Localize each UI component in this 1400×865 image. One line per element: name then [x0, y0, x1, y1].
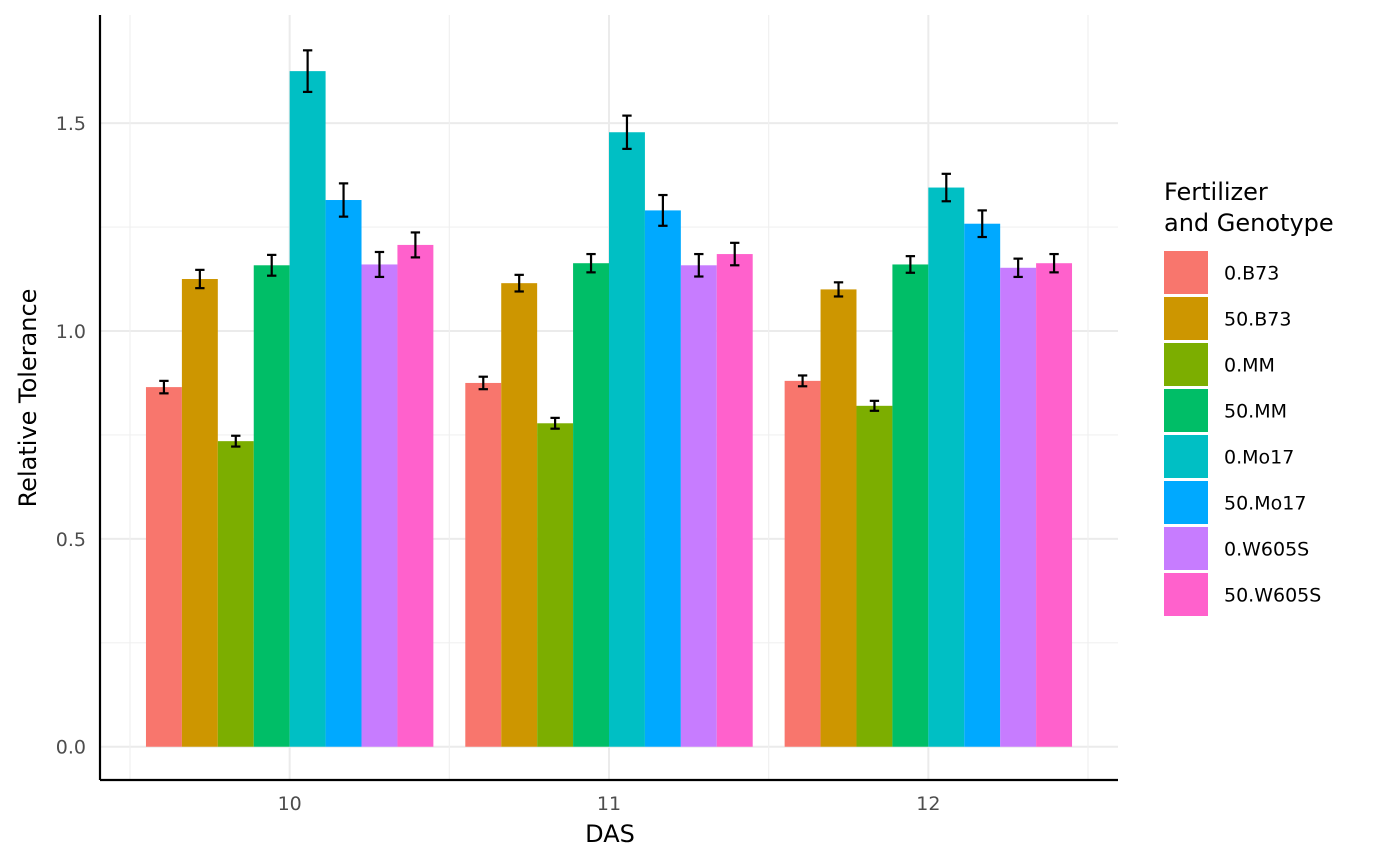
legend-label-50.MM: 50.MM	[1224, 401, 1287, 423]
legend-title-line-2: and Genotype	[1164, 209, 1334, 237]
bar-0.MM-12	[856, 405, 893, 747]
y-tick-label-0.5: 0.5	[56, 529, 86, 551]
bar-50.MM-11	[573, 263, 609, 747]
errorbar-50.B73-10	[195, 268, 205, 290]
legend-title-line-1: Fertilizer	[1164, 178, 1268, 206]
x-tick-label-12: 12	[916, 793, 940, 815]
legend-label-0.MM: 0.MM	[1224, 355, 1275, 377]
bar-50.Mo17-11	[644, 210, 681, 747]
errorbar-0.W605S-10	[374, 250, 385, 279]
x-tick-label-11: 11	[597, 793, 621, 815]
errorbar-0.MM-10	[231, 434, 241, 448]
bar-0.B73-12	[784, 380, 821, 747]
errorbar-50.MM-11	[586, 252, 596, 274]
errorbar-0.MM-12	[869, 399, 880, 412]
bar-50.B73-11	[501, 283, 538, 747]
bar-0.B73-10	[145, 387, 182, 747]
bar-0.W605S-10	[361, 264, 398, 747]
errorbar-50.W605S-10	[410, 231, 421, 259]
legend-item-0.W605S: 0.W605S	[1164, 527, 1309, 570]
errorbar-50.MM-10	[267, 253, 277, 277]
legend-swatch-50.B73	[1164, 297, 1208, 340]
legend-item-50.B73: 50.B73	[1164, 297, 1291, 340]
errorbar-0.B73-10	[159, 379, 169, 395]
errorbar-0.Mo17-12	[941, 172, 951, 203]
legend-label-50.Mo17: 50.Mo17	[1224, 493, 1306, 515]
errorbar-0.W605S-12	[1013, 257, 1023, 279]
errorbar-50.Mo17-10	[338, 182, 349, 218]
legend-swatch-50.Mo17	[1164, 481, 1208, 524]
legend-label-50.W605S: 50.W605S	[1224, 585, 1321, 607]
legend-label-0.Mo17: 0.Mo17	[1224, 447, 1294, 469]
bars	[145, 71, 1073, 747]
errorbar-0.MM-11	[550, 416, 560, 430]
bar-0.Mo17-10	[289, 71, 326, 747]
errorbar-0.B73-11	[478, 375, 488, 391]
bar-50.W605S-11	[716, 254, 753, 747]
errorbar-50.B73-12	[833, 281, 844, 298]
legend-item-50.MM: 50.MM	[1164, 389, 1287, 432]
legend-label-50.B73: 50.B73	[1224, 309, 1291, 331]
y-axis-title: Relative Tolerance	[14, 289, 42, 508]
legend-item-0.Mo17: 0.Mo17	[1164, 435, 1294, 478]
legend-item-50.Mo17: 50.Mo17	[1164, 481, 1306, 524]
error-bars	[159, 49, 1059, 448]
legend: Fertilizer and Genotype 0.B73 50.B73 0.MM 5…	[1164, 178, 1334, 616]
x-tick-label-10: 10	[278, 793, 302, 815]
errorbar-50.MM-12	[905, 255, 916, 274]
y-tick-label-1.5: 1.5	[56, 113, 86, 135]
legend-swatch-50.W605S	[1164, 573, 1208, 616]
bar-50.Mo17-12	[964, 223, 1001, 747]
bar-50.MM-10	[253, 265, 290, 747]
bar-0.MM-10	[217, 441, 254, 747]
errorbar-50.Mo17-12	[977, 209, 987, 239]
legend-swatch-0.B73	[1164, 251, 1208, 294]
bar-0.B73-11	[465, 382, 502, 747]
legend-item-0.B73: 0.B73	[1164, 251, 1279, 294]
legend-label-0.B73: 0.B73	[1224, 263, 1279, 285]
errorbar-50.Mo17-11	[658, 193, 668, 227]
legend-label-0.W605S: 0.W605S	[1224, 539, 1309, 561]
legend-swatch-0.W605S	[1164, 527, 1208, 570]
legend-swatch-50.MM	[1164, 389, 1208, 432]
bar-50.W605S-10	[397, 244, 434, 747]
x-axis-title: DAS	[585, 820, 635, 848]
bar-0.Mo17-11	[609, 132, 645, 747]
bar-50.MM-12	[892, 264, 929, 747]
y-tick-labels: 0.0 0.5 1.0 1.5	[56, 113, 86, 759]
errorbar-50.W605S-11	[730, 241, 740, 267]
bar-50.B73-10	[181, 279, 218, 747]
bar-0.Mo17-12	[928, 187, 965, 747]
errorbar-0.B73-12	[797, 374, 808, 388]
errorbar-0.Mo17-11	[622, 114, 632, 150]
legend-swatch-0.MM	[1164, 343, 1208, 386]
legend-item-50.W605S: 50.W605S	[1164, 573, 1321, 616]
bar-0.W605S-11	[680, 265, 717, 747]
bar-50.W605S-12	[1036, 263, 1073, 747]
bar-0.MM-11	[537, 423, 574, 747]
errorbar-0.W605S-11	[694, 252, 704, 278]
y-tick-label-0.0: 0.0	[56, 737, 86, 759]
x-tick-labels: 10 11 12	[278, 793, 941, 815]
y-tick-label-1.0: 1.0	[56, 321, 86, 343]
errorbar-0.Mo17-10	[302, 49, 313, 94]
legend-swatch-0.Mo17	[1164, 435, 1208, 478]
errorbar-50.B73-11	[514, 273, 524, 293]
legend-items: 0.B73 50.B73 0.MM 50.MM 0.Mo17 50.Mo17 0.W605S…	[1164, 251, 1321, 616]
errorbar-50.W605S-12	[1049, 252, 1059, 274]
axes	[98, 15, 1118, 782]
bar-50.Mo17-10	[325, 200, 362, 747]
bar-0.W605S-12	[1000, 267, 1037, 747]
legend-item-0.MM: 0.MM	[1164, 343, 1275, 386]
bar-50.B73-12	[820, 289, 857, 747]
